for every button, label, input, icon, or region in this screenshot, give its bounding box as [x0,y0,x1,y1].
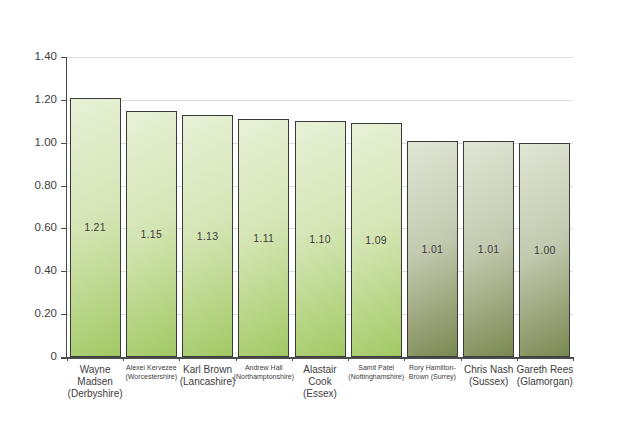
x-category-label: Karl Brown (Lancashire) [178,364,236,388]
y-axis-line [66,57,68,357]
x-tick [404,357,405,361]
x-category-label: Chris Nash (Sussex) [460,364,518,388]
bar-5: 1.10 [295,121,346,357]
x-category-label: Gareth Rees (Glamorgan) [516,364,574,388]
x-category-label: Alexei Kervezee (Worcestershire) [121,364,181,382]
y-tick-label: 0.20 [5,307,57,319]
bar-value-label: 1.15 [140,228,162,240]
gridline [67,100,573,101]
y-tick-label: 0 [5,350,57,362]
x-tick [461,357,462,361]
y-tick-label: 1.00 [5,136,57,148]
x-tick [292,357,293,361]
x-category-label: Rory Hamilton-Brown (Surrey) [402,364,462,382]
x-category-label: Alastair Cook (Essex) [291,364,349,400]
bar-value-label: 1.01 [478,243,500,255]
bar-value-label: 1.21 [84,221,106,233]
bar-1: 1.21 [70,98,121,357]
x-category-label: Andrew Hall (Northamptonshire) [234,364,294,382]
x-tick [179,357,180,361]
bar-8: 1.01 [463,141,514,357]
gridline [67,57,573,58]
bar-value-label: 1.13 [197,230,219,242]
x-category-label: Samit Patel (Nottinghamshire) [346,364,406,382]
x-tick [123,357,124,361]
bar-9: 1.00 [519,143,570,357]
y-tick-label: 1.40 [5,50,57,62]
bar-chart: 0 0.20 0.40 0.60 0.80 1.00 1.20 1.40 1.21 1.15 1.… [0,0,640,427]
x-tick [67,357,68,361]
x-tick [573,357,574,361]
bar-value-label: 1.10 [309,233,331,245]
bar-value-label: 1.00 [534,244,556,256]
y-tick-label: 1.20 [5,93,57,105]
x-category-label: Wayne Madsen (Derbyshire) [66,364,124,400]
x-tick [236,357,237,361]
bar-value-label: 1.11 [253,232,274,244]
bar-6: 1.09 [351,123,402,357]
bar-3: 1.13 [182,115,233,357]
y-tick-label: 0.80 [5,179,57,191]
x-axis-line [61,357,573,359]
bar-7: 1.01 [407,141,458,357]
bar-value-label: 1.09 [365,234,387,246]
bar-2: 1.15 [126,111,177,357]
y-tick-label: 0.40 [5,264,57,276]
x-tick [348,357,349,361]
bar-4: 1.11 [238,119,289,357]
y-tick-label: 0.60 [5,221,57,233]
bar-value-label: 1.01 [422,243,444,255]
x-tick [517,357,518,361]
